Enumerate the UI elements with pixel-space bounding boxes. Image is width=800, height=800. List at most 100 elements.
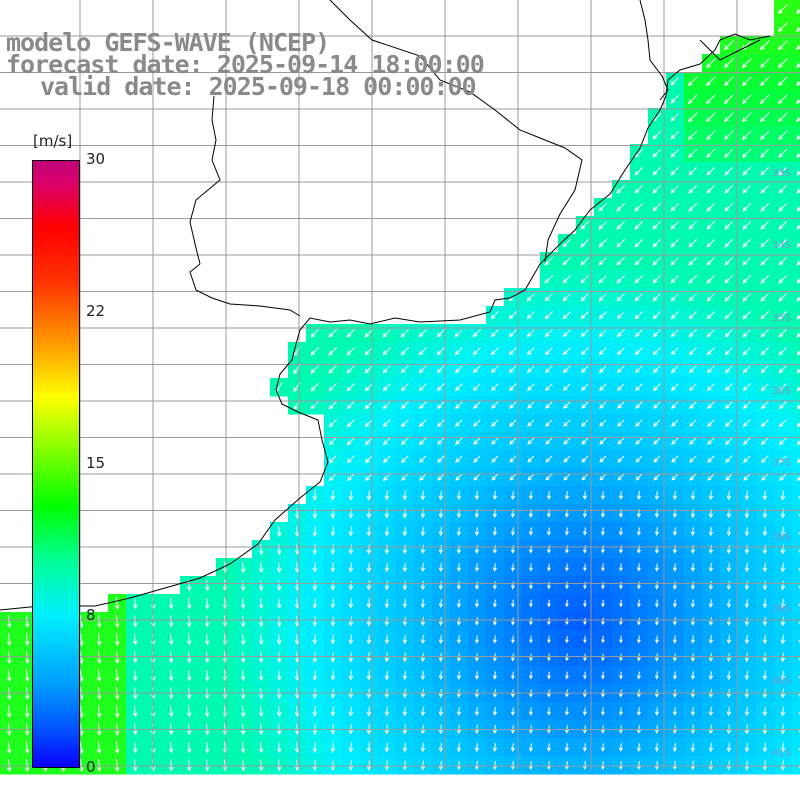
- wind-arrow-head: [312, 621, 318, 627]
- wind-arrow: [350, 760, 352, 770]
- wind-arrow: [760, 220, 770, 230]
- wind-arrow: [332, 562, 334, 572]
- wind-arrow: [566, 671, 568, 679]
- wind-arrow: [332, 634, 334, 644]
- wind-arrow: [580, 238, 590, 248]
- wind-arrow-head: [724, 206, 730, 212]
- wind-arrow: [455, 455, 463, 463]
- wind-arrow: [706, 130, 716, 140]
- wind-arrow-head: [114, 659, 120, 665]
- wind-arrow-head: [619, 603, 623, 608]
- wind-arrow: [224, 597, 226, 609]
- wind-arrow-head: [366, 513, 372, 519]
- wind-arrow-head: [565, 657, 569, 662]
- wind-arrow-head: [526, 332, 532, 338]
- wind-arrow: [779, 437, 787, 445]
- wind-arrow: [706, 112, 716, 122]
- wind-arrow: [350, 490, 352, 500]
- wind-arrow-head: [761, 476, 766, 481]
- wind-arrow-head: [690, 765, 696, 771]
- wind-arrow-head: [600, 747, 606, 752]
- wind-arrow-head: [6, 749, 12, 755]
- wind-speed-cell: [792, 252, 800, 271]
- wind-arrow-head: [583, 675, 587, 680]
- wind-arrow-head: [204, 766, 210, 772]
- wind-arrow: [581, 383, 589, 391]
- wind-arrow-head: [545, 422, 550, 427]
- wind-arrow-head: [276, 694, 282, 700]
- wind-arrow-head: [688, 260, 694, 266]
- wind-arrow-head: [580, 296, 586, 302]
- wind-arrow: [332, 490, 334, 500]
- wind-arrow-head: [742, 332, 748, 338]
- wind-arrow: [796, 297, 800, 302]
- wind-arrow-head: [420, 693, 426, 699]
- wind-speed-cell: [792, 234, 800, 253]
- wind-arrow: [670, 76, 680, 86]
- wind-arrow: [797, 387, 800, 391]
- wind-arrow-head: [527, 476, 532, 481]
- wind-arrow-head: [724, 278, 730, 284]
- wind-arrow-head: [382, 350, 388, 356]
- wind-arrow: [710, 742, 712, 752]
- wind-arrow-head: [474, 657, 479, 662]
- wind-arrow: [25, 614, 29, 628]
- wind-arrow-head: [672, 585, 677, 590]
- wind-arrow-head: [778, 170, 784, 176]
- wind-arrow: [440, 670, 442, 680]
- wind-arrow-head: [780, 729, 786, 735]
- wind-arrow-head: [636, 675, 641, 680]
- wind-arrow: [728, 526, 730, 536]
- wind-arrow-head: [276, 532, 282, 538]
- wind-speed-cell: [792, 18, 800, 37]
- wind-arrow-head: [599, 404, 604, 409]
- wind-arrow-head: [474, 729, 480, 735]
- wind-arrow-head: [294, 657, 300, 663]
- wind-arrow-head: [346, 404, 352, 410]
- wind-arrow-head: [312, 513, 318, 519]
- wind-arrow: [422, 616, 424, 626]
- wind-arrow: [620, 581, 622, 589]
- wind-arrow-head: [527, 386, 532, 391]
- wind-arrow: [674, 581, 676, 589]
- wind-arrow-head: [509, 404, 514, 409]
- wind-arrow-head: [654, 693, 659, 698]
- wind-arrow-head: [760, 332, 766, 338]
- wind-arrow: [242, 579, 244, 591]
- wind-arrow-head: [598, 368, 604, 374]
- wind-arrow-head: [382, 368, 388, 374]
- wind-arrow-head: [636, 567, 641, 572]
- wind-arrow-head: [294, 621, 300, 627]
- wind-arrow-head: [527, 404, 532, 409]
- wind-arrow: [386, 742, 388, 752]
- wind-arrow-head: [562, 314, 568, 320]
- colorbar-tick-15: 15: [86, 454, 106, 472]
- wind-arrow: [746, 526, 748, 536]
- wind-arrow-head: [670, 386, 676, 392]
- wind-arrow-head: [492, 549, 497, 554]
- wind-arrow: [724, 238, 734, 248]
- wind-arrow-head: [724, 153, 729, 158]
- wind-speed-cell: [792, 486, 800, 505]
- wind-arrow: [653, 365, 661, 373]
- wind-arrow-head: [419, 458, 424, 463]
- wind-arrow: [25, 632, 29, 646]
- wind-arrow-head: [400, 440, 406, 446]
- wind-arrow-head: [796, 45, 800, 50]
- wind-arrow: [688, 130, 698, 140]
- wind-arrow: [796, 63, 800, 68]
- wind-arrow: [188, 597, 190, 609]
- wind-arrow-head: [796, 458, 800, 464]
- wind-arrow-head: [616, 332, 622, 338]
- wind-arrow-head: [706, 278, 712, 284]
- wind-arrow-head: [545, 440, 550, 445]
- wind-arrow-head: [384, 693, 390, 699]
- wind-arrow: [188, 669, 190, 681]
- wind-arrow: [296, 544, 298, 554]
- wind-arrow: [545, 437, 553, 445]
- wind-arrow-head: [240, 712, 246, 718]
- wind-arrow-head: [780, 567, 786, 573]
- wind-arrow: [383, 437, 391, 445]
- wind-arrow: [347, 473, 355, 481]
- wind-arrow: [422, 580, 424, 590]
